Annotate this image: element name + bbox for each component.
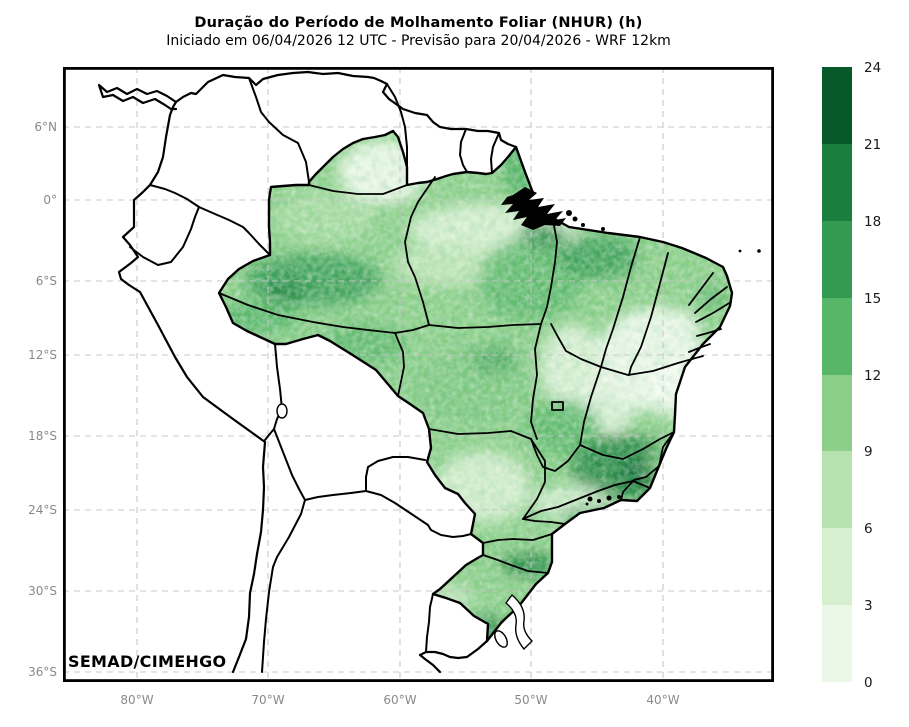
- colorbar: [822, 67, 852, 682]
- speckle-dark: [219, 131, 732, 641]
- colorbar-tick-0: 0: [864, 675, 873, 691]
- colorbar-bin-12-15: [822, 297, 852, 375]
- colorbar-tick-15: 15: [864, 291, 882, 307]
- lagoons: [276, 403, 533, 651]
- colorbar-bin-9-12: [822, 374, 852, 452]
- lat-tick-0: 0°: [43, 193, 57, 207]
- colorbar-tick-24: 24: [864, 60, 882, 76]
- page-subtitle: Iniciado em 06/04/2026 12 UTC - Previsão…: [166, 33, 671, 49]
- coastlines: [97, 70, 518, 674]
- lat-tick-12s: 12°S: [28, 348, 57, 362]
- gridlines: [63, 67, 774, 682]
- colorbar-bin-0-3: [822, 605, 852, 682]
- lat-tick-36s: 36°S: [28, 665, 57, 679]
- colorbar-tick-21: 21: [864, 137, 882, 153]
- rio-coast-islands: [585, 495, 621, 506]
- lon-tick-80w: 80°W: [120, 693, 154, 707]
- map-area: [62, 66, 775, 683]
- lat-tick-18s: 18°S: [28, 429, 57, 443]
- page-title: Duração do Período de Molhamento Foliar …: [194, 15, 643, 31]
- colorbar-tick-3: 3: [864, 598, 873, 614]
- lon-tick-60w: 60°W: [383, 693, 417, 707]
- lat-tick-30s: 30°S: [28, 584, 57, 598]
- colorbar-bin-3-6: [822, 528, 852, 606]
- credit-label: SEMAD/CIMEHGO: [68, 652, 227, 671]
- lat-tick-6s: 6°S: [35, 274, 57, 288]
- lon-tick-40w: 40°W: [646, 693, 680, 707]
- colorbar-tick-12: 12: [864, 368, 882, 384]
- lon-tick-50w: 50°W: [514, 693, 548, 707]
- lon-tick-70w: 70°W: [251, 693, 285, 707]
- lat-tick-6n: 6°N: [34, 120, 57, 134]
- colorbar-tick-6: 6: [864, 521, 873, 537]
- axes-frame: [62, 66, 775, 683]
- colorbar-tick-9: 9: [864, 444, 873, 460]
- brazil-data-field: [219, 131, 732, 641]
- map-canvas: [62, 66, 775, 683]
- state-borders: [218, 176, 732, 574]
- colorbar-tick-18: 18: [864, 214, 882, 230]
- colorbar-bin-15-18: [822, 220, 852, 298]
- atlantic-islands: [738, 249, 761, 253]
- country-borders: [129, 77, 500, 673]
- colorbar-bin-18-21: [822, 143, 852, 221]
- lat-tick-24s: 24°S: [28, 503, 57, 517]
- colorbar-bin-6-9: [822, 451, 852, 529]
- colorbar-bin-21-24: [822, 67, 852, 144]
